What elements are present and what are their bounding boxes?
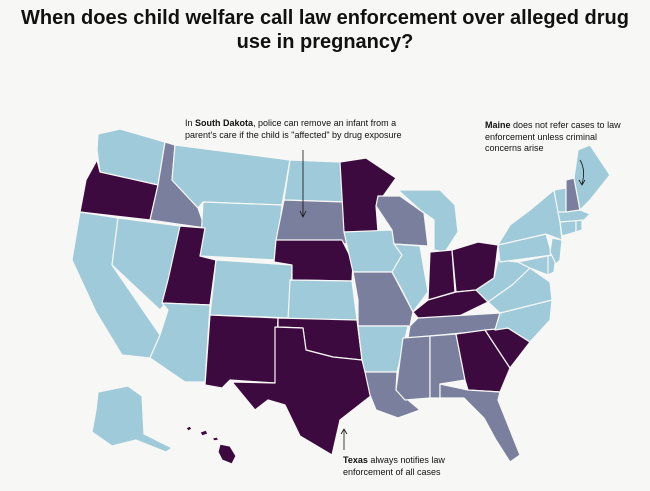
state-texas[interactable]: [231, 326, 375, 456]
annotation-arrows: [299, 150, 586, 450]
state-arizona[interactable]: [149, 302, 211, 383]
state-indiana[interactable]: [427, 249, 456, 301]
state-maine[interactable]: [573, 144, 611, 211]
state-florida[interactable]: [439, 383, 521, 463]
annotation-texas: Texas always notifies law enforcement of…: [343, 455, 453, 478]
state-illinois[interactable]: [391, 243, 429, 313]
state-colorado[interactable]: [209, 259, 293, 319]
annotation-south-dakota-prefix: In: [185, 118, 196, 128]
state-hawaii[interactable]: [185, 425, 237, 465]
maine-arrowhead: [578, 179, 586, 186]
state-south-dakota[interactable]: [275, 199, 349, 245]
annotation-texas-text: always notifies law enforcement of all c…: [343, 455, 445, 477]
south-dakota-arrowhead: [299, 210, 307, 218]
state-rhode-island[interactable]: [575, 219, 583, 233]
annotation-maine-text: does not refer cases to law enforcement …: [485, 120, 621, 153]
state-montana[interactable]: [171, 144, 291, 209]
annotation-maine-bold: Maine: [485, 120, 511, 130]
state-new-jersey[interactable]: [549, 237, 563, 265]
maine-arrow: [579, 159, 584, 185]
state-new-mexico[interactable]: [204, 314, 279, 389]
state-kansas[interactable]: [287, 279, 358, 321]
annotation-maine: Maine does not refer cases to law enforc…: [485, 120, 635, 155]
map-title: When does child welfare call law enforce…: [21, 7, 629, 53]
state-wyoming[interactable]: [199, 201, 283, 261]
state-north-dakota[interactable]: [283, 159, 345, 203]
annotation-south-dakota: In South Dakota, police can remove an in…: [185, 118, 415, 141]
annotation-south-dakota-bold: South Dakota: [195, 118, 254, 128]
state-new-york[interactable]: [497, 189, 563, 246]
annotation-texas-bold: Texas: [343, 455, 368, 465]
state-alaska[interactable]: [91, 385, 173, 453]
annotation-south-dakota-text: , police can remove an infant from a par…: [185, 118, 402, 140]
texas-arrowhead: [340, 428, 348, 435]
state-louisiana[interactable]: [364, 371, 421, 419]
